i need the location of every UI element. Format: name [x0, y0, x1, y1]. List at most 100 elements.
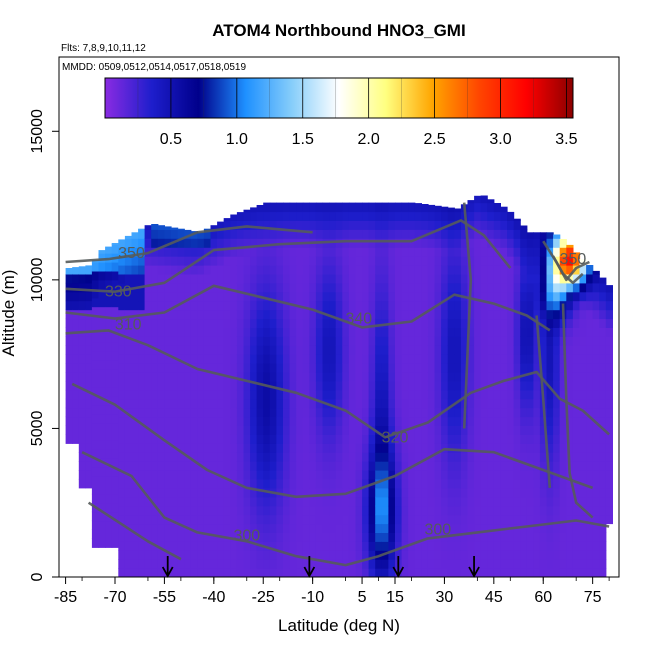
heatmap-cell — [500, 229, 508, 239]
heatmap-cell — [362, 256, 370, 266]
heatmap-cell — [474, 291, 482, 302]
heatmap-cell — [236, 212, 245, 221]
heatmap-cell — [362, 505, 370, 516]
heatmap-cell — [401, 354, 409, 364]
heatmap-cell — [480, 363, 488, 373]
heatmap-cell — [454, 559, 462, 569]
heatmap-cell — [566, 247, 574, 257]
heatmap-cell — [157, 407, 165, 418]
heatmap-cell — [302, 505, 310, 516]
heatmap-cell — [296, 523, 304, 533]
heatmap-cell — [507, 407, 515, 418]
heatmap-cell — [414, 541, 422, 551]
heatmap-cell — [283, 265, 291, 275]
heatmap-cell — [454, 211, 462, 221]
heatmap-cell — [513, 443, 521, 453]
heatmap-cell — [467, 220, 475, 230]
heatmap-cell — [322, 291, 330, 302]
heatmap-cell — [401, 568, 409, 577]
heatmap-cell — [124, 282, 133, 293]
heatmap-cell — [157, 265, 165, 275]
heatmap-cell — [441, 336, 449, 346]
heatmap-cell — [210, 559, 218, 569]
heatmap-cell — [197, 532, 205, 542]
heatmap-cell — [177, 282, 185, 293]
heatmap-cell — [342, 282, 350, 293]
heatmap-cell — [296, 407, 304, 418]
heatmap-cell — [375, 327, 383, 337]
heatmap-cell — [507, 273, 515, 284]
heatmap-cell — [243, 318, 251, 328]
heatmap-cell — [447, 550, 455, 560]
heatmap-cell — [414, 568, 422, 577]
heatmap-cell — [572, 478, 581, 489]
heatmap-cell — [401, 282, 409, 293]
heatmap-cell — [605, 452, 613, 462]
heatmap-cell — [315, 541, 324, 551]
heatmap-cell — [230, 496, 238, 507]
heatmap-cell — [408, 300, 416, 311]
heatmap-cell — [283, 461, 291, 471]
heatmap-cell — [250, 354, 258, 364]
heatmap-cell — [559, 239, 567, 248]
heatmap-cell — [256, 265, 264, 275]
heatmap-cell — [184, 265, 192, 275]
heatmap-cell — [296, 363, 304, 373]
heatmap-cell — [526, 568, 534, 577]
heatmap-cell — [493, 363, 501, 373]
heatmap-cell — [243, 309, 251, 320]
heatmap-cell — [467, 407, 475, 418]
heatmap-cell — [599, 318, 607, 328]
heatmap-cell — [434, 443, 442, 453]
heatmap-cell — [309, 523, 317, 533]
heatmap-cell — [177, 550, 185, 560]
heatmap-cell — [381, 300, 389, 311]
heatmap-cell — [190, 327, 198, 337]
heatmap-cell — [223, 354, 231, 364]
heatmap-cell — [467, 211, 475, 221]
heatmap-cell — [263, 398, 271, 409]
heatmap-cell — [171, 291, 179, 302]
heatmap-cell — [572, 265, 581, 275]
heatmap-cell — [401, 532, 409, 542]
heatmap-cell — [91, 260, 100, 263]
heatmap-cell — [572, 372, 581, 382]
heatmap-cell — [395, 514, 403, 525]
heatmap-cell — [401, 478, 409, 489]
heatmap-cell — [164, 247, 172, 257]
heatmap-cell — [283, 282, 291, 293]
heatmap-cell — [230, 568, 238, 577]
heatmap-cell — [381, 229, 389, 239]
heatmap-cell — [118, 282, 126, 293]
heatmap-cell — [296, 345, 304, 355]
heatmap-cell — [197, 523, 205, 533]
heatmap-cell — [105, 315, 113, 325]
heatmap-cell — [203, 247, 212, 257]
heatmap-cell — [342, 202, 350, 213]
heatmap-cell — [342, 443, 350, 453]
heatmap-cell — [487, 282, 495, 293]
heatmap-cell — [197, 238, 205, 248]
heatmap-cell — [375, 345, 383, 355]
heatmap-cell — [507, 291, 515, 302]
heatmap-cell — [566, 541, 574, 551]
heatmap-cell — [217, 318, 225, 328]
heatmap-cell — [533, 514, 541, 525]
heatmap-cell — [493, 478, 501, 489]
heatmap-cell — [362, 487, 370, 498]
heatmap-cell — [269, 265, 277, 275]
heatmap-cell — [533, 523, 541, 533]
heatmap-cell — [269, 398, 277, 409]
heatmap-cell — [427, 363, 436, 373]
heatmap-cell — [395, 461, 403, 471]
heatmap-cell — [566, 372, 574, 382]
heatmap-cell — [256, 550, 264, 560]
heatmap-cell — [427, 309, 436, 320]
heatmap-cell — [217, 541, 225, 551]
heatmap-cell — [546, 514, 554, 525]
heatmap-cell — [480, 336, 488, 346]
heatmap-cell — [269, 425, 277, 435]
heatmap-cell — [395, 523, 403, 533]
heatmap-cell — [302, 229, 310, 239]
heatmap-cell — [223, 461, 231, 471]
